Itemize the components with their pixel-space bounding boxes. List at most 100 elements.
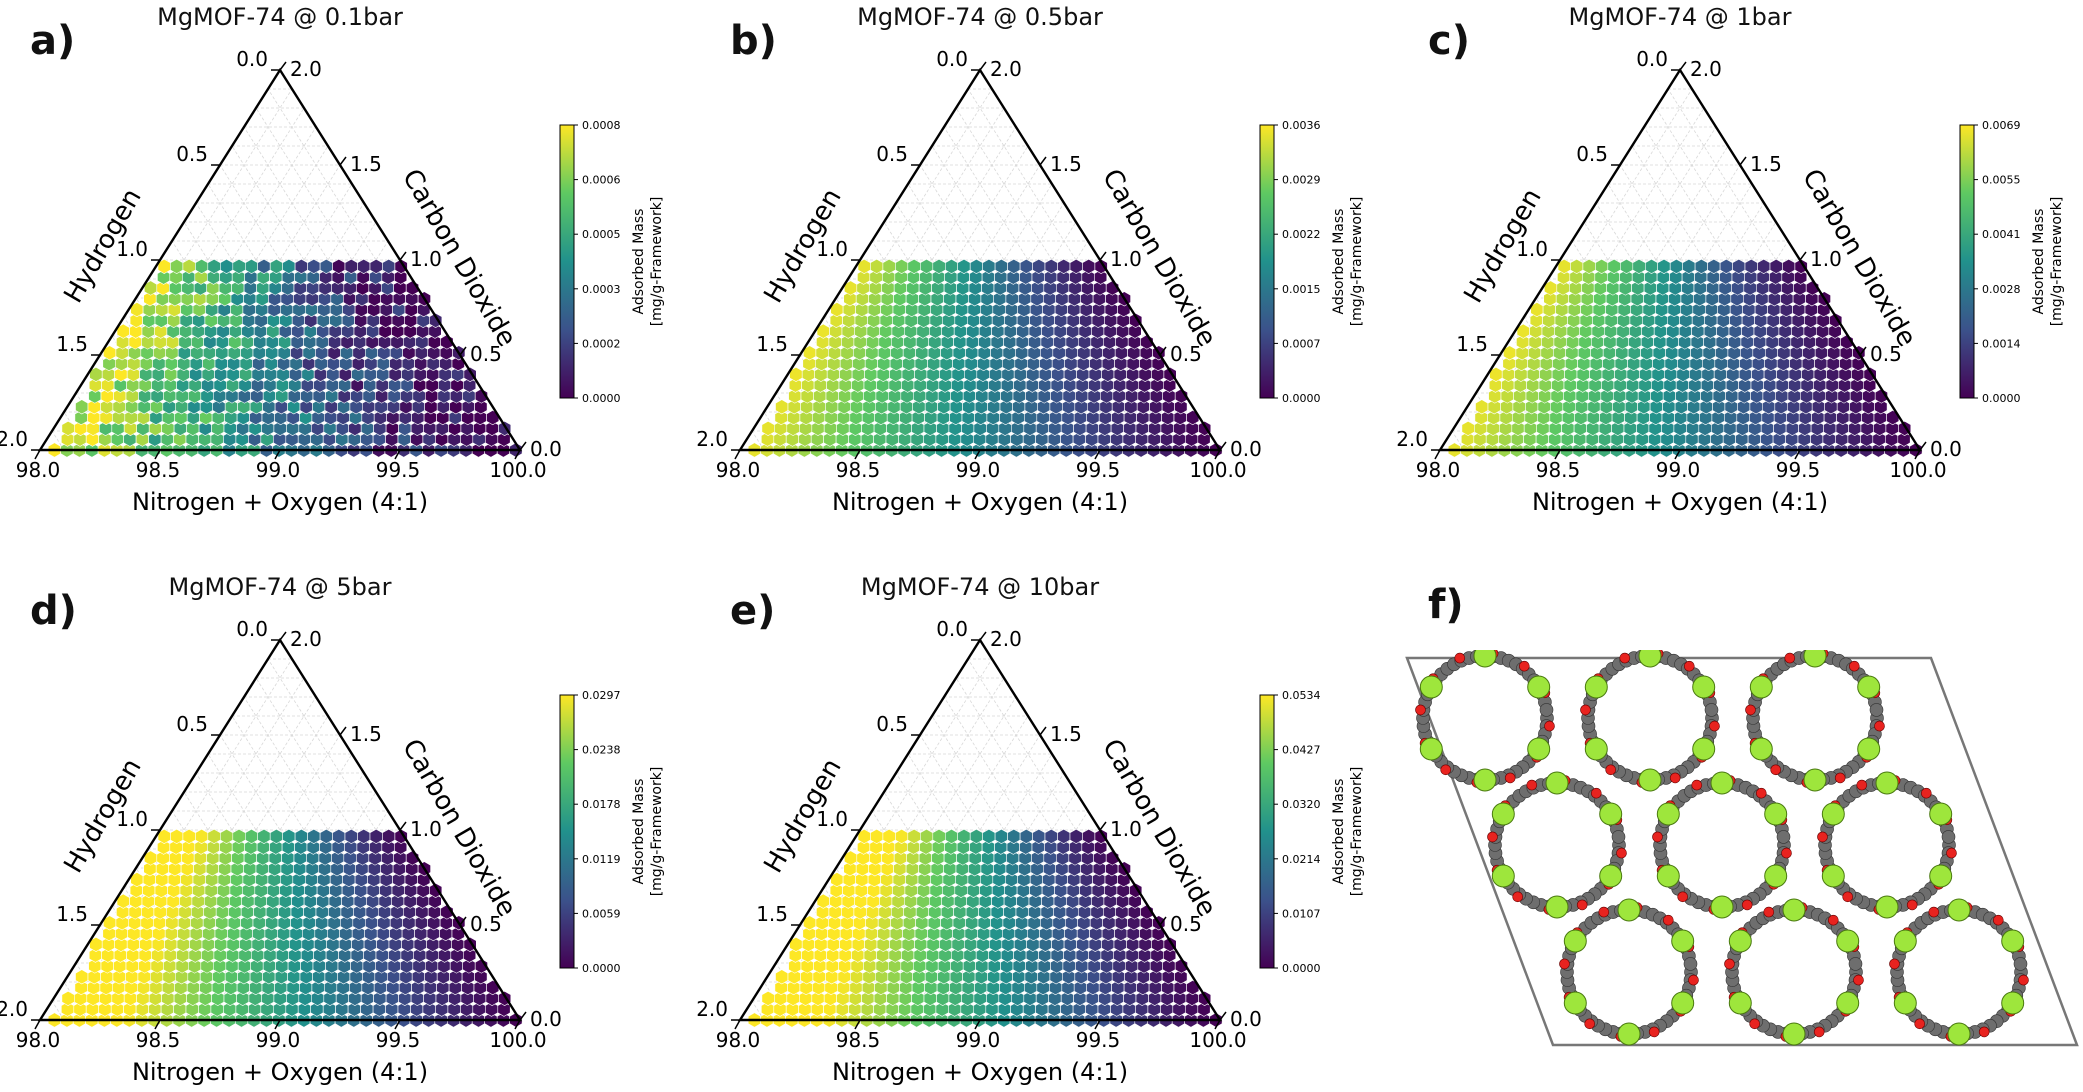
tick-label-right: 1.0 [1110, 247, 1142, 271]
colorbar [1259, 124, 1275, 399]
metal-atom [2001, 991, 2025, 1015]
colorbar-tick-label: 0.0003 [582, 283, 621, 296]
oxygen-atom [1688, 974, 1699, 986]
tick-label-left: 1.5 [56, 332, 88, 356]
tick-mark [1214, 1019, 1221, 1030]
hex-cell [257, 258, 271, 274]
hex-cell [282, 828, 296, 844]
grid-line [763, 658, 993, 1021]
colorbar-tick-label: 0.0006 [582, 174, 621, 187]
tick-label-left: 0.0 [936, 617, 968, 641]
hex-cell [761, 990, 775, 1006]
tick-mark [1214, 449, 1221, 460]
grid-line [51, 430, 65, 451]
oxygen-atom [1817, 831, 1828, 843]
hex-cell [1582, 258, 1596, 274]
oxygen-atom [1619, 652, 1631, 664]
oxygen-atom [1906, 899, 1918, 911]
tick-label-left: 1.0 [816, 807, 848, 831]
colorbar-label: Adsorbed Mass [1331, 779, 1347, 885]
metal-atom [1836, 929, 1860, 953]
hex-cell [207, 258, 221, 274]
tick-label-bottom: 100.0 [1189, 1028, 1246, 1052]
tick-mark [1159, 916, 1167, 926]
hex-cell [207, 828, 221, 844]
metal-atom [1491, 864, 1515, 888]
tick-label-left: 2.0 [0, 997, 28, 1021]
tick-label-left: 0.5 [876, 142, 908, 166]
tick-mark [1159, 346, 1167, 356]
metal-atom [1656, 864, 1680, 888]
pore-ring [1415, 650, 1555, 792]
metal-atom [1617, 1022, 1641, 1046]
grid-line [51, 1000, 65, 1021]
oxygen-atom [1992, 914, 2004, 926]
hex-cell [870, 258, 884, 274]
ternary-plot: 98.0 98.5 99.0 99.5 100.00.00.51.01.52.02.01… [1396, 47, 2065, 516]
metal-atom [1893, 991, 1917, 1015]
grid-line [763, 88, 993, 451]
tick-mark [734, 449, 741, 460]
colorbar-tick-label: 0.0107 [1282, 907, 1321, 920]
grid-line [63, 88, 293, 451]
metal-atom [1545, 771, 1569, 795]
unit-cell-outline [1405, 656, 2079, 1047]
tick-label-bottom: 99.0 [956, 458, 1001, 482]
colorbar-tick-label: 0.0036 [1282, 119, 1321, 132]
tick-mark [514, 1019, 521, 1030]
hex-cell [907, 828, 921, 844]
tick-mark [1739, 156, 1747, 166]
tick-label-left: 0.5 [1576, 142, 1608, 166]
metal-atom [2001, 929, 2025, 953]
hex-cell [932, 258, 946, 274]
hex-cell [1657, 258, 1671, 274]
panel-label-d: d) [30, 588, 77, 634]
metal-atom [1947, 1022, 1971, 1046]
metal-atom [1821, 802, 1845, 826]
hex-cell [269, 828, 284, 844]
tick-mark [519, 1011, 527, 1021]
oxygen-atom [1440, 764, 1452, 776]
tick-mark [339, 726, 347, 736]
tick-mark [399, 821, 407, 831]
tick-label-bottom: 98.5 [136, 1028, 181, 1052]
tick-mark [1554, 449, 1561, 460]
tick-label-bottom: 98.0 [716, 1028, 761, 1052]
oxygen-atom [1920, 787, 1932, 799]
tick-mark [1919, 441, 1927, 451]
colorbar-label: Adsorbed Mass [2031, 209, 2047, 315]
metal-atom [1782, 898, 1806, 922]
panel-label-a: a) [30, 18, 76, 64]
colorbar-tick-label: 0.0008 [582, 119, 621, 132]
tick-label-right: 0.5 [1170, 342, 1202, 366]
hex-cell [61, 420, 75, 436]
pore-ring [1817, 771, 1957, 919]
tick-label-bottom: 98.5 [1536, 458, 1581, 482]
oxygen-atom [1784, 652, 1796, 664]
hex-cell [1632, 258, 1646, 274]
tick-label-right: 1.0 [1810, 247, 1842, 271]
hex-cell [945, 828, 959, 844]
oxygen-atom [1745, 704, 1756, 716]
hex-cell [232, 258, 246, 274]
hex-cell [1829, 312, 1843, 328]
carbon-atom [1683, 957, 1698, 971]
panel-title: MgMOF-74 @ 5bar [168, 573, 392, 601]
colorbar-tick-label: 0.0000 [1282, 392, 1321, 405]
metal-atom [1764, 864, 1788, 888]
metal-atom [1857, 675, 1881, 699]
tick-label-right: 0.0 [1230, 1007, 1262, 1031]
hex-cell [170, 828, 184, 844]
tick-label-bottom: 98.0 [716, 458, 761, 482]
tick-label-right: 1.0 [1110, 817, 1142, 841]
hex-cell [1044, 258, 1058, 274]
colorbar-tick-label: 0.0029 [1282, 174, 1321, 187]
tick-label-bottom: 99.5 [376, 458, 421, 482]
metal-atom [1782, 1022, 1806, 1046]
tick-label-left: 1.5 [56, 902, 88, 926]
colorbar-tick-label: 0.0000 [582, 962, 621, 975]
hex-cell [182, 258, 196, 274]
panel-label-b: b) [730, 18, 777, 64]
tick-mark [1859, 346, 1867, 356]
tick-mark [154, 449, 161, 460]
